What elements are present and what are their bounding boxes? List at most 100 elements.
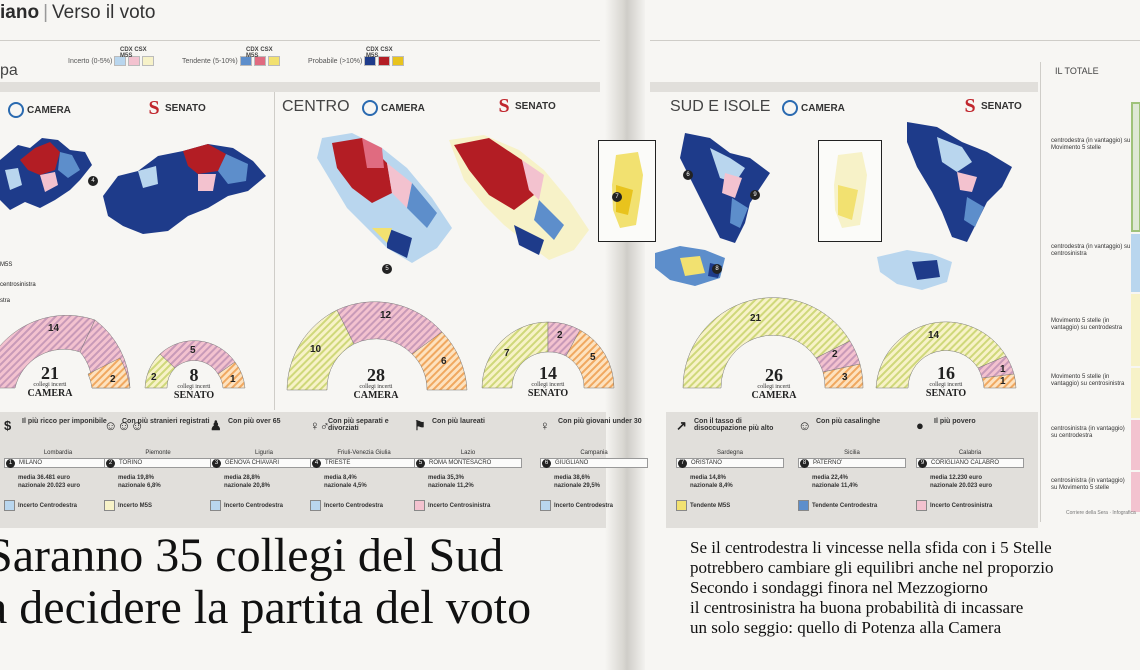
seat-total-number: 16: [937, 363, 955, 383]
coins-icon: $: [4, 418, 12, 433]
camera-icon: [8, 102, 24, 118]
house-camera-sud: CAMERA: [782, 100, 845, 116]
house-label: CAMERA: [381, 102, 425, 114]
stat-card: ☺ Con più casalinghe Sicilia 8 PATERNO' media…: [798, 418, 906, 511]
seat-total-sub: collegi incerti: [757, 384, 791, 390]
senato-icon: S: [964, 95, 976, 117]
legend-item-label: Probabile (>10%): [308, 57, 363, 65]
stat-city: 2 TORINO: [104, 458, 212, 468]
stat-title-text: Con più laureati: [432, 418, 485, 425]
seat-total-nord-camera: 21 collegi incerti CAMERA: [20, 364, 80, 399]
stat-card: ☺☺☺ Con più stranieri registrati Piemonte 2…: [104, 418, 212, 511]
segment-value: 10: [310, 344, 322, 355]
totale-label: centrodestra (in vantaggio) su centrosin…: [1051, 244, 1131, 257]
stat-region: Lazio: [460, 450, 476, 456]
stat-region: Lombardia: [43, 450, 73, 456]
stat-title-text: Con più separati e divorziati: [328, 418, 389, 432]
legend-item-label: Incerto (0-5%): [68, 57, 113, 65]
stat-city-name: TORINO: [119, 460, 143, 466]
stat-city: 6 GIUGLIANO: [540, 458, 648, 468]
seat-total-number: 14: [539, 363, 557, 383]
legend: CDX CSX M5S Probabile (>10%): [308, 47, 406, 66]
camera-icon: [362, 100, 378, 116]
segment-value: 5: [590, 352, 596, 363]
stat-value: media 14,8%: [690, 475, 727, 481]
stat-tag-label: Incerto Centrodestra: [224, 503, 284, 510]
totale-bar: [1131, 102, 1140, 232]
map-marker: 6: [683, 170, 693, 180]
people-icon: ☺☺☺: [104, 418, 144, 433]
legend: CDX CSX M5S Incerto (0-5%): [68, 47, 156, 66]
deck-line: il centrosinistra ha buona probabilità d…: [690, 598, 1024, 617]
stat-region: Sicilia: [844, 450, 860, 456]
panel-top-rule: [0, 82, 600, 92]
page-gutter: [605, 0, 645, 670]
stat-values: media 12.230 euro nazionale 20.023 euro: [916, 474, 1024, 490]
stat-tag-label: Incerto Centrodestra: [324, 503, 384, 510]
stat-tag-label: Tendente Centrodestra: [812, 503, 878, 510]
seat-total-sud-senato: 16 collegi incerti SENATO: [916, 364, 976, 399]
seat-total-sub: collegi incerti: [177, 384, 211, 390]
stat-city: 5 ROMA MONTESACRO: [414, 458, 522, 468]
stat-number: 2: [106, 459, 115, 468]
stat-tag: Incerto M5S: [104, 500, 212, 511]
segment-value: 2: [832, 349, 838, 360]
stat-tag: Incerto Centrodestra: [310, 500, 418, 511]
totale-label: centrodestra (in vantaggio) su Movimento…: [1051, 138, 1131, 151]
seat-total-house: SENATO: [925, 388, 967, 399]
stat-tag: Incerto Centrodestra: [4, 500, 112, 511]
seat-total-nord-senato: 8 collegi incerti SENATO: [164, 366, 224, 401]
house-senato-centro: S SENATO: [496, 96, 555, 116]
seat-total-number: 21: [41, 363, 59, 383]
stat-tag-label: Incerto M5S: [118, 503, 153, 510]
stat-number: 1: [6, 459, 15, 468]
totale-label: Movimento 5 stelle (in vantaggio) su cen…: [1051, 374, 1125, 387]
stat-tag-swatch: [916, 500, 927, 511]
house-camera-centro: CAMERA: [362, 100, 425, 116]
stat-title: ♟ Con più over 65: [210, 418, 318, 438]
stat-title: ♀ Con più giovani under 30: [540, 418, 648, 438]
stat-title: ● Il più povero: [916, 418, 1024, 438]
totale-bar: [1131, 472, 1140, 512]
stat-values: media 8,4% nazionale 4,5%: [310, 474, 418, 490]
segment-value: 14: [928, 330, 940, 341]
seat-total-house: CAMERA: [353, 390, 399, 401]
segment-value: 1: [1000, 364, 1006, 375]
stat-city-name: CORIGLIANO CALABRO: [931, 460, 1000, 466]
stat-tag-swatch: [310, 500, 321, 511]
stat-city-name: GENOVA CHIAVARI: [225, 460, 280, 466]
house-label: CAMERA: [801, 102, 845, 114]
stat-region: Liguria: [254, 450, 273, 456]
house-label: CAMERA: [27, 104, 71, 116]
stat-tag: Tendente M5S: [676, 500, 784, 511]
stat-tag-swatch: [414, 500, 425, 511]
semicircle-nord-senato: [144, 340, 246, 389]
seat-total-centro-camera: 28 collegi incerti CAMERA: [346, 366, 406, 401]
stat-title: $ Il più ricco per imponibile: [4, 418, 112, 438]
seat-total-number: 28: [367, 365, 385, 385]
legend-swatch: [392, 56, 405, 66]
stat-tag: Tendente Centrodestra: [798, 500, 906, 511]
map-nord-senato: [103, 144, 266, 234]
segment-value: 21: [750, 313, 762, 324]
segment-value: 2: [557, 330, 563, 341]
map-marker: 4: [88, 176, 98, 186]
stat-value: nazionale 8,4%: [690, 483, 733, 489]
legend-header: CDX CSX M5S: [366, 47, 393, 59]
stat-city: 1 MILANO: [4, 458, 112, 468]
stat-city: 9 CORIGLIANO CALABRO: [916, 458, 1024, 468]
stat-number: 7: [678, 459, 687, 468]
stat-value: nazionale 11,4%: [812, 483, 858, 489]
stat-value: nazionale 20.023 euro: [930, 483, 993, 489]
stat-value: media 36.481 euro: [18, 475, 71, 481]
stat-number: 3: [212, 459, 221, 468]
stat-number: 4: [312, 459, 321, 468]
header-rule: [0, 40, 600, 41]
stat-region: Piemonte: [145, 450, 171, 456]
stat-title-text: Con più over 65: [228, 418, 281, 425]
camera-icon: [782, 100, 798, 116]
stat-title-text: Con più stranieri registrati: [122, 418, 210, 425]
stat-tag-swatch: [4, 500, 15, 511]
stat-tag-label: Incerto Centrosinistra: [428, 503, 491, 510]
map-centro-senato: [449, 135, 589, 260]
